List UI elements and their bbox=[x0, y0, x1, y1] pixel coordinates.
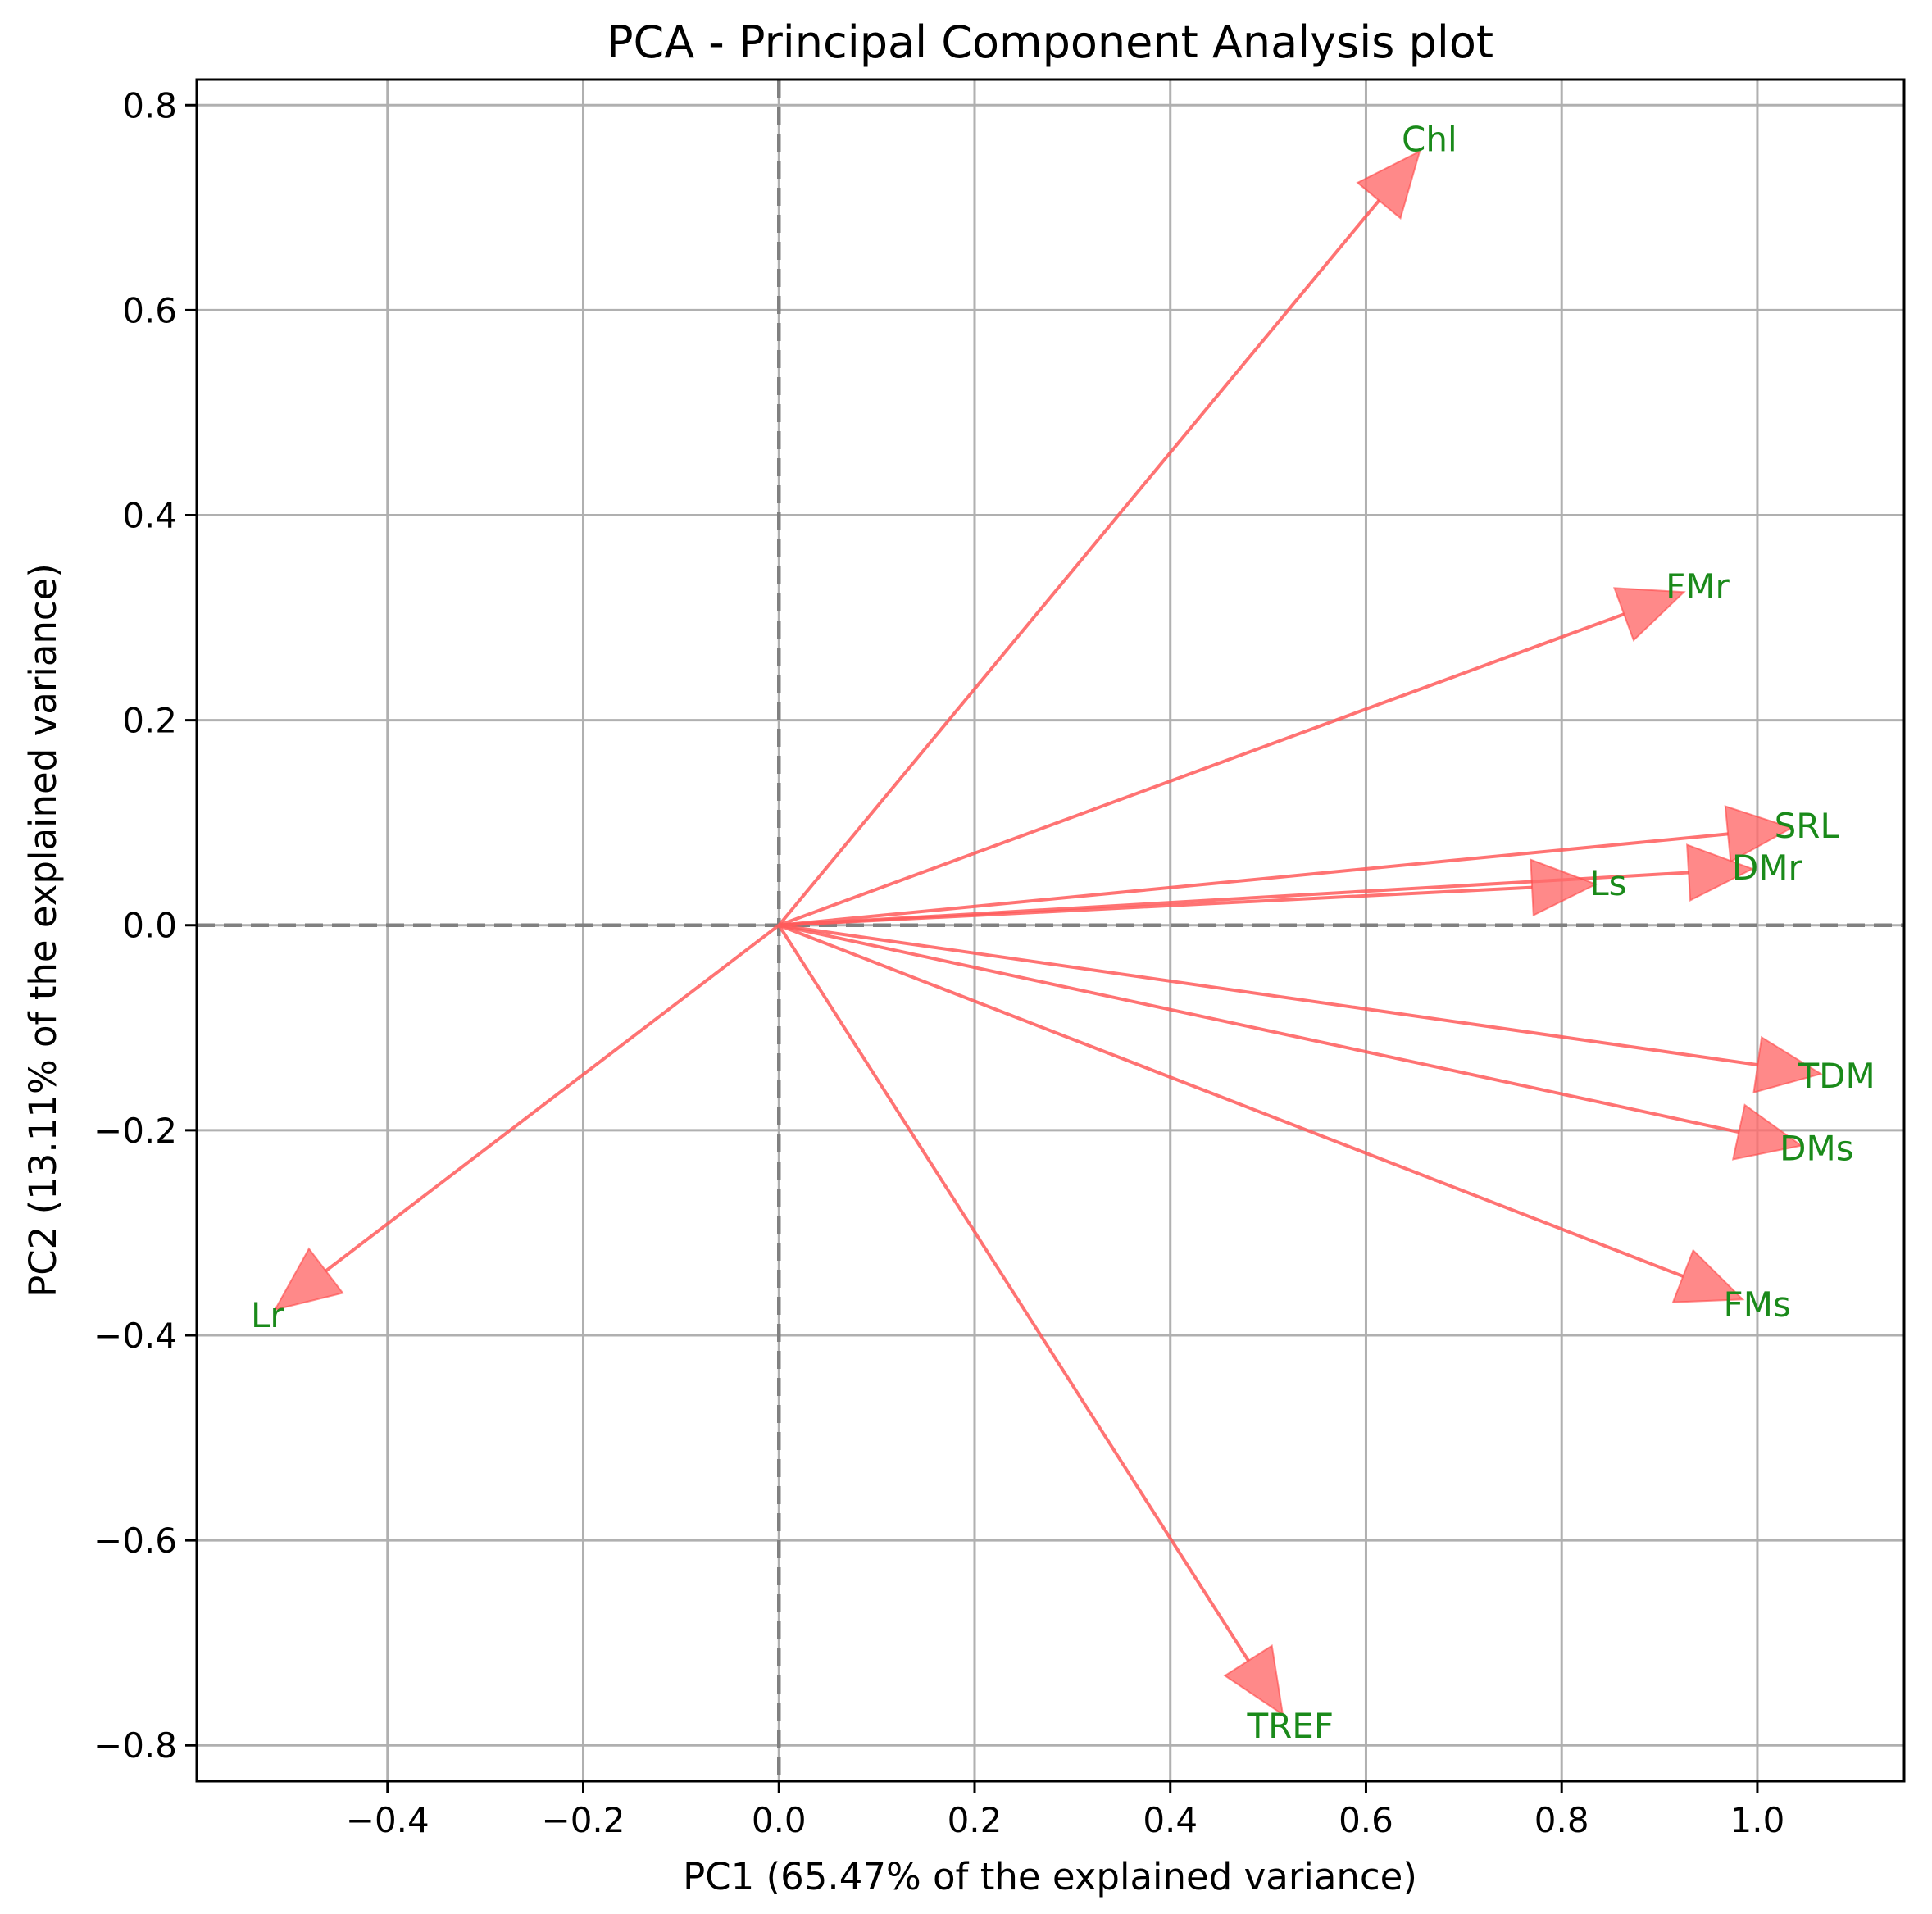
loading-arrow-fms bbox=[778, 923, 1745, 1303]
arrow-shaft bbox=[778, 612, 1625, 927]
x-tick-label: 1.0 bbox=[1730, 1800, 1785, 1840]
loading-arrow-tdm bbox=[778, 923, 1824, 1094]
arrow-head bbox=[273, 1247, 344, 1312]
chart-title: PCA - Principal Component Analysis plot bbox=[607, 16, 1493, 68]
loading-arrow-chl bbox=[777, 149, 1421, 927]
loading-label-fms: FMs bbox=[1724, 1284, 1791, 1325]
y-tick-label: 0.4 bbox=[122, 496, 177, 536]
y-tick-label: −0.2 bbox=[93, 1111, 177, 1151]
arrow-head bbox=[1686, 843, 1755, 902]
y-axis-ticks: 0.8 0.6 0.4 0.2 0.0 −0.2 −0.4 −0.6 −0.8 bbox=[93, 85, 197, 1766]
y-tick-label: 0.2 bbox=[122, 701, 177, 741]
arrow-head bbox=[1731, 1103, 1804, 1161]
arrow-head bbox=[1356, 149, 1421, 220]
arrow-shaft bbox=[777, 924, 1250, 1662]
x-tick-label: 0.4 bbox=[1143, 1800, 1198, 1840]
arrow-shaft bbox=[779, 885, 1533, 927]
y-tick-label: −0.8 bbox=[93, 1725, 177, 1766]
loading-label-tdm: TDM bbox=[1797, 1056, 1875, 1096]
arrow-head bbox=[1671, 1248, 1745, 1303]
x-tick-label: 0.6 bbox=[1339, 1800, 1393, 1840]
x-axis-label: PC1 (65.47% of the explained variance) bbox=[683, 1855, 1417, 1898]
loading-label-lr: Lr bbox=[251, 1295, 284, 1335]
x-tick-label: 0.8 bbox=[1534, 1800, 1589, 1840]
loading-label-chl: Chl bbox=[1402, 119, 1457, 159]
grid-lines bbox=[197, 80, 1904, 1781]
loading-arrows bbox=[273, 149, 1824, 1716]
zero-reference-lines bbox=[197, 80, 1904, 1781]
y-axis-label: PC2 (13.11% of the explained variance) bbox=[21, 563, 65, 1298]
loading-arrow-srl bbox=[779, 805, 1794, 927]
loading-label-fmr: FMr bbox=[1666, 566, 1730, 607]
arrow-head bbox=[1530, 858, 1598, 917]
arrow-shaft bbox=[778, 923, 1739, 1134]
x-tick-label: −0.4 bbox=[346, 1800, 430, 1840]
x-tick-label: 0.0 bbox=[752, 1800, 807, 1840]
loading-label-dms: DMs bbox=[1780, 1129, 1853, 1169]
loading-arrow-ls bbox=[779, 858, 1598, 927]
loading-arrow-lr bbox=[273, 924, 780, 1312]
arrow-shaft bbox=[325, 924, 780, 1273]
arrow-head bbox=[1724, 805, 1794, 863]
arrow-head bbox=[1613, 587, 1686, 642]
loading-label-ls: Ls bbox=[1589, 863, 1626, 903]
x-tick-label: 0.2 bbox=[948, 1800, 1002, 1840]
y-tick-label: −0.4 bbox=[93, 1316, 177, 1356]
plot-frame bbox=[195, 78, 1906, 1783]
arrow-shaft bbox=[778, 923, 1758, 1067]
arrow-head bbox=[1752, 1035, 1824, 1094]
loading-label-dmr: DMr bbox=[1732, 848, 1803, 888]
y-tick-label: 0.8 bbox=[122, 85, 177, 125]
loading-label-srl: SRL bbox=[1775, 806, 1840, 846]
arrow-shaft bbox=[777, 199, 1380, 927]
loading-arrow-dms bbox=[778, 923, 1804, 1161]
x-axis-ticks: −0.4 −0.2 0.0 0.2 0.4 0.6 0.8 1.0 bbox=[346, 1781, 1785, 1840]
x-tick-label: −0.2 bbox=[542, 1800, 625, 1840]
loading-arrow-tref bbox=[777, 924, 1284, 1716]
y-tick-label: 0.0 bbox=[122, 906, 177, 946]
y-tick-label: 0.6 bbox=[122, 290, 177, 330]
loading-label-tref: TREF bbox=[1246, 1706, 1334, 1746]
arrow-head bbox=[1223, 1644, 1284, 1716]
loading-arrow-fmr bbox=[778, 587, 1686, 927]
arrow-shaft bbox=[779, 832, 1729, 927]
arrow-shaft bbox=[778, 923, 1684, 1278]
y-tick-label: −0.6 bbox=[93, 1521, 177, 1561]
